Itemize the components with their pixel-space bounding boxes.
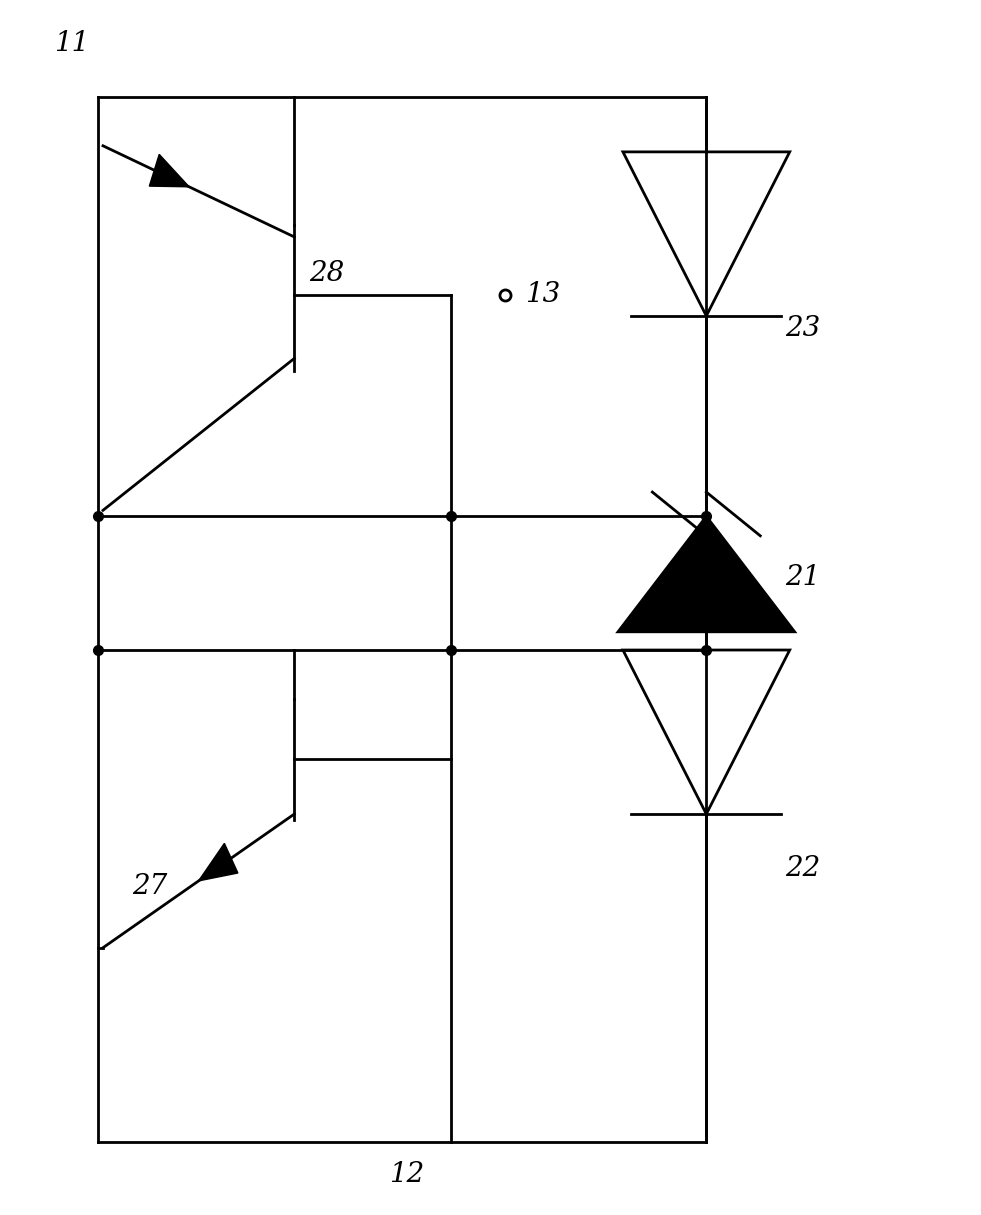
Text: 22: 22 [785, 855, 820, 882]
Polygon shape [618, 516, 795, 632]
Text: 21: 21 [785, 564, 820, 590]
FancyArrow shape [198, 843, 237, 881]
Text: 11: 11 [54, 30, 89, 57]
Text: 28: 28 [309, 260, 344, 287]
Text: 13: 13 [525, 281, 560, 307]
Text: 23: 23 [785, 315, 820, 341]
Text: 12: 12 [389, 1162, 425, 1188]
Text: 27: 27 [132, 874, 168, 900]
FancyArrow shape [149, 154, 189, 187]
